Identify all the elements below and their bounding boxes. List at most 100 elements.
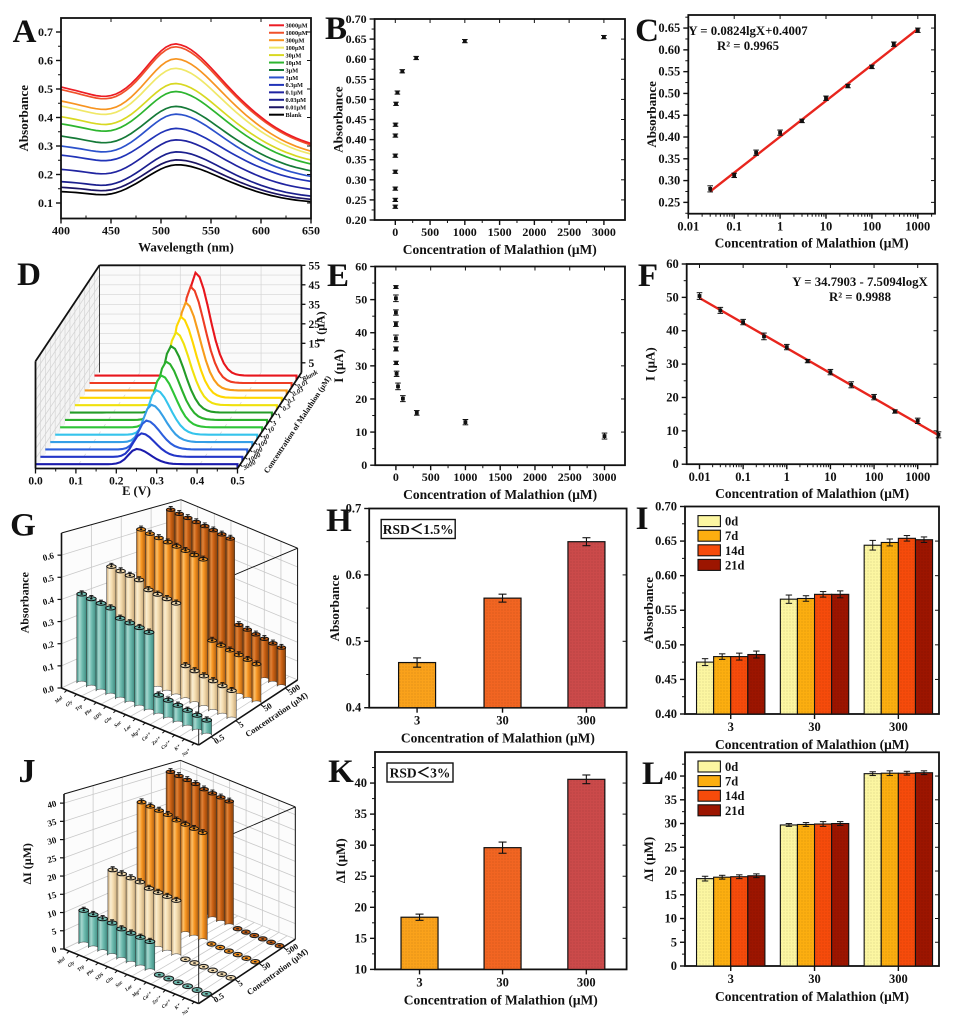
svg-text:0: 0 [672, 457, 678, 471]
svg-text:1: 1 [777, 220, 783, 234]
svg-text:E: E [327, 258, 349, 294]
svg-text:0.4: 0.4 [38, 111, 53, 125]
svg-text:0: 0 [361, 458, 367, 472]
svg-text:0.50: 0.50 [658, 86, 680, 100]
svg-text:I (μA): I (μA) [331, 349, 346, 383]
svg-text:Concentration of Malathion (μM: Concentration of Malathion (μM) [715, 236, 909, 251]
svg-text:10: 10 [824, 470, 837, 484]
svg-text:10: 10 [355, 962, 368, 976]
svg-text:0.3μM: 0.3μM [286, 82, 303, 89]
svg-text:Ca²⁺: Ca²⁺ [142, 990, 155, 1002]
svg-text:40: 40 [666, 324, 679, 338]
svg-text:35: 35 [665, 793, 678, 807]
svg-text:0.5: 0.5 [38, 82, 53, 96]
svg-text:0.7: 0.7 [38, 25, 53, 39]
svg-text:Blank: Blank [286, 112, 303, 119]
svg-text:0.60: 0.60 [346, 52, 367, 66]
svg-text:Suc: Suc [114, 720, 124, 729]
svg-text:20: 20 [355, 392, 367, 406]
svg-text:E (V): E (V) [122, 484, 151, 498]
svg-text:Y = 34.7903 - 7.5094logX: Y = 34.7903 - 7.5094logX [792, 275, 928, 289]
svg-text:25: 25 [355, 869, 368, 883]
svg-text:0.3: 0.3 [42, 617, 56, 630]
svg-text:0.4: 0.4 [346, 701, 362, 715]
svg-text:0.50: 0.50 [655, 638, 677, 652]
svg-text:30: 30 [355, 359, 367, 373]
svg-text:Lac: Lac [124, 984, 135, 994]
svg-text:25: 25 [309, 319, 321, 331]
svg-text:21d: 21d [725, 804, 745, 818]
svg-text:3: 3 [271, 420, 279, 429]
svg-text:0.35: 0.35 [346, 153, 367, 167]
svg-text:10: 10 [267, 425, 277, 435]
svg-text:0.1: 0.1 [286, 395, 297, 405]
svg-text:1500: 1500 [488, 225, 512, 239]
svg-text:55: 55 [309, 260, 321, 272]
svg-text:0.1: 0.1 [726, 220, 742, 234]
svg-text:300: 300 [577, 975, 596, 989]
svg-text:Absorbance: Absorbance [644, 81, 659, 148]
svg-text:2500: 2500 [558, 470, 582, 484]
svg-text:20: 20 [355, 900, 368, 914]
svg-text:I: I [636, 501, 649, 537]
svg-text:0: 0 [392, 225, 398, 239]
svg-text:I (μA): I (μA) [643, 347, 658, 381]
svg-text:14d: 14d [725, 544, 745, 558]
svg-text:10: 10 [665, 912, 678, 926]
svg-text:0.45: 0.45 [655, 672, 677, 686]
svg-text:0: 0 [671, 959, 677, 973]
svg-text:SDS: SDS [95, 972, 105, 982]
svg-text:Phe: Phe [86, 968, 96, 978]
svg-text:0.30: 0.30 [346, 173, 367, 187]
svg-text:15: 15 [355, 931, 368, 945]
svg-text:20: 20 [46, 871, 58, 883]
svg-text:1μM: 1μM [286, 75, 299, 82]
svg-text:Concentration of Malathion (μM: Concentration of Malathion (μM) [403, 242, 597, 257]
svg-text:3000: 3000 [593, 470, 617, 484]
svg-text:0.45: 0.45 [346, 113, 367, 127]
svg-text:0.45: 0.45 [658, 108, 680, 122]
svg-text:0.70: 0.70 [346, 12, 367, 26]
svg-text:A: A [13, 14, 37, 50]
svg-text:B: B [325, 11, 347, 47]
svg-text:0.65: 0.65 [655, 534, 677, 548]
svg-text:21d: 21d [725, 558, 745, 572]
svg-text:0.1: 0.1 [42, 661, 56, 674]
svg-text:500: 500 [152, 224, 170, 238]
svg-text:Trp: Trp [75, 704, 84, 713]
svg-text:Glu: Glu [105, 976, 114, 985]
svg-text:1000: 1000 [905, 470, 930, 484]
svg-text:0.65: 0.65 [346, 32, 367, 46]
svg-text:30: 30 [808, 972, 821, 986]
svg-text:I (μA): I (μA) [313, 311, 327, 342]
svg-text:D: D [17, 257, 41, 293]
svg-text:0.60: 0.60 [658, 43, 680, 57]
svg-text:40: 40 [665, 769, 678, 783]
svg-text:1000: 1000 [453, 470, 477, 484]
svg-text:0.1: 0.1 [38, 196, 53, 210]
svg-text:0.6: 0.6 [38, 54, 53, 68]
svg-text:40: 40 [355, 776, 368, 790]
svg-text:Concentration of Malathion (μM: Concentration of Malathion (μM) [401, 731, 595, 746]
svg-text:0.1: 0.1 [735, 470, 751, 484]
svg-text:10: 10 [46, 908, 58, 920]
svg-text:0.5: 0.5 [211, 990, 225, 1004]
svg-text:60: 60 [355, 260, 367, 274]
svg-text:30: 30 [808, 720, 821, 734]
svg-text:0.2: 0.2 [109, 476, 124, 488]
svg-text:25: 25 [665, 840, 678, 854]
svg-text:300: 300 [889, 972, 908, 986]
svg-text:25: 25 [46, 853, 58, 865]
svg-text:5: 5 [671, 935, 677, 949]
svg-text:0.4: 0.4 [190, 476, 205, 488]
svg-text:Lac: Lac [123, 724, 134, 734]
svg-text:100μM: 100μM [286, 45, 305, 52]
svg-text:40: 40 [355, 326, 367, 340]
svg-text:15: 15 [46, 889, 58, 901]
svg-text:1000: 1000 [905, 220, 930, 234]
svg-text:0.70: 0.70 [655, 500, 677, 514]
svg-text:Absorbance: Absorbance [18, 571, 32, 633]
svg-text:100: 100 [865, 470, 884, 484]
svg-text:0.40: 0.40 [346, 133, 367, 147]
svg-text:1: 1 [276, 413, 282, 421]
